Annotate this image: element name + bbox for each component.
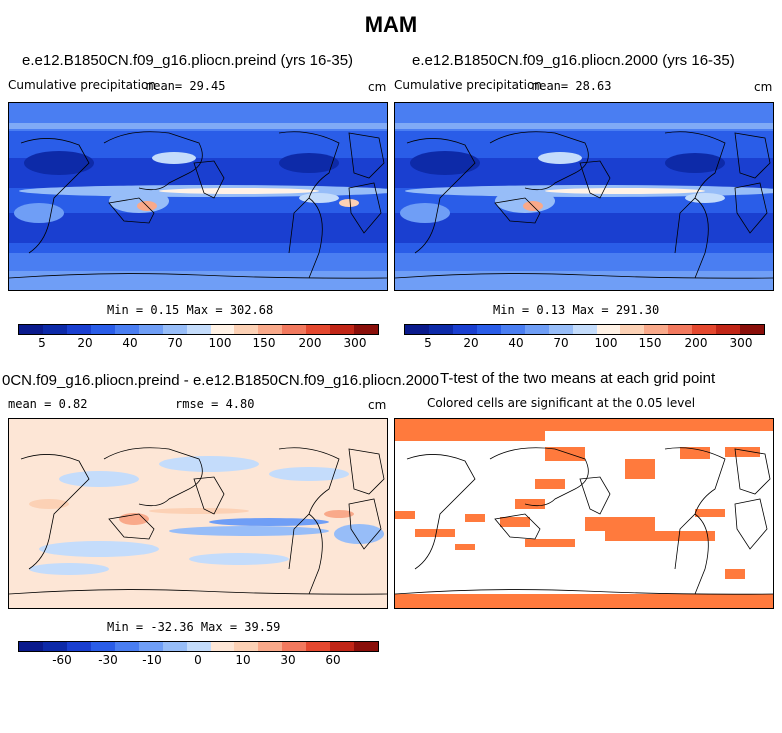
colorbar-tick-label: 100: [208, 336, 232, 350]
colorbar-swatch: [234, 642, 259, 651]
colorbar-swatch: [306, 642, 331, 651]
colorbar-tick-label: 60: [325, 653, 341, 667]
precip-map-preind: [9, 103, 387, 290]
panel3-title: 0CN.f09_g16.pliocn.preind - e.e12.B1850C…: [2, 372, 439, 389]
colorbar-swatch: [452, 325, 477, 334]
colorbar-swatch: [114, 642, 139, 651]
colorbar-swatch: [354, 642, 379, 651]
panel2-colorbar: [404, 324, 765, 335]
colorbar-swatch: [162, 642, 187, 651]
colorbar-swatch: [186, 642, 211, 651]
panel2-mean: mean= 28.63: [532, 79, 612, 93]
colorbar-swatch: [42, 642, 67, 651]
colorbar-swatch: [548, 325, 573, 334]
panel2-minmax: Min = 0.13 Max = 291.30: [493, 303, 660, 317]
colorbar-swatch: [500, 325, 525, 334]
panel1-colorbar: [18, 324, 379, 335]
colorbar-swatch: [186, 325, 211, 334]
colorbar-swatch: [572, 325, 597, 334]
colorbar-swatch: [692, 325, 717, 334]
colorbar-swatch: [405, 325, 429, 334]
colorbar-tick-label: 10: [235, 653, 251, 667]
colorbar-swatch: [210, 642, 235, 651]
colorbar-swatch: [234, 325, 259, 334]
panel2-units: cm: [754, 80, 773, 94]
colorbar-tick-label: 20: [463, 336, 479, 350]
colorbar-swatch: [476, 325, 501, 334]
colorbar-swatch: [66, 325, 91, 334]
colorbar-swatch: [162, 325, 187, 334]
figure-title: MAM: [364, 12, 418, 37]
colorbar-swatch: [644, 325, 669, 334]
panel1-mean: mean= 29.45: [146, 79, 226, 93]
colorbar-swatch: [210, 325, 235, 334]
panel1-title: e.e12.B1850CN.f09_g16.pliocn.preind (yrs…: [22, 52, 354, 69]
panel3-mean: mean = 0.82: [8, 397, 88, 411]
panel1-map: [8, 102, 388, 291]
colorbar-tick-label: -30: [98, 653, 118, 667]
colorbar-swatch: [258, 325, 283, 334]
colorbar-swatch: [740, 325, 765, 334]
colorbar-tick-label: 200: [684, 336, 708, 350]
panel1-variable: Cumulative precipitation: [8, 78, 156, 92]
significance-map: [395, 419, 773, 608]
colorbar-swatch: [114, 325, 139, 334]
colorbar-swatch: [620, 325, 645, 334]
colorbar-swatch: [138, 642, 163, 651]
colorbar-tick-label: 100: [594, 336, 618, 350]
panel3-minmax: Min = -32.36 Max = 39.59: [107, 620, 281, 634]
colorbar-tick-label: 20: [77, 336, 93, 350]
colorbar-tick-label: 40: [508, 336, 524, 350]
colorbar-tick-label: 5: [424, 336, 432, 350]
panel3-colorbar: [18, 641, 379, 652]
colorbar-tick-label: -60: [52, 653, 72, 667]
panel4-map: [394, 418, 774, 609]
colorbar-tick-label: 300: [343, 336, 367, 350]
significant-cells: [395, 419, 773, 608]
panel4-title: T-test of the two means at each grid poi…: [440, 370, 716, 387]
colorbar-tick-label: 0: [194, 653, 202, 667]
panel4-subtitle: Colored cells are significant at the 0.0…: [427, 396, 696, 410]
colorbar-swatch: [354, 325, 379, 334]
colorbar-tick-label: 40: [122, 336, 138, 350]
colorbar-swatch: [330, 325, 355, 334]
colorbar-tick-label: 200: [298, 336, 322, 350]
colorbar-swatch: [330, 642, 355, 651]
colorbar-tick-label: 70: [167, 336, 183, 350]
difference-map: [9, 419, 387, 608]
colorbar-swatch: [19, 325, 43, 334]
colorbar-swatch: [66, 642, 91, 651]
colorbar-tick-label: 5: [38, 336, 46, 350]
panel2-title: e.e12.B1850CN.f09_g16.pliocn.2000 (yrs 1…: [412, 52, 735, 69]
panel3-rmse: rmse = 4.80: [175, 397, 255, 411]
colorbar-tick-label: 150: [252, 336, 276, 350]
panel1-units: cm: [368, 80, 387, 94]
colorbar-swatch: [138, 325, 163, 334]
colorbar-tick-label: 300: [729, 336, 753, 350]
colorbar-swatch: [716, 325, 741, 334]
colorbar-swatch: [42, 325, 67, 334]
panel3-units: cm: [368, 398, 387, 412]
colorbar-swatch: [90, 325, 115, 334]
panel2-map: [394, 102, 774, 291]
colorbar-swatch: [596, 325, 621, 334]
colorbar-swatch: [428, 325, 453, 334]
panel1-minmax: Min = 0.15 Max = 302.68: [107, 303, 274, 317]
colorbar-swatch: [19, 642, 43, 651]
colorbar-swatch: [282, 642, 307, 651]
colorbar-tick-label: 70: [553, 336, 569, 350]
colorbar-tick-label: 30: [280, 653, 296, 667]
colorbar-tick-label: 150: [638, 336, 662, 350]
colorbar-swatch: [524, 325, 549, 334]
colorbar-swatch: [306, 325, 331, 334]
colorbar-swatch: [258, 642, 283, 651]
colorbar-swatch: [282, 325, 307, 334]
colorbar-swatch: [668, 325, 693, 334]
panel2-variable: Cumulative precipitation: [394, 78, 542, 92]
panel3-map: [8, 418, 388, 609]
precip-map-2000: [395, 103, 773, 290]
colorbar-tick-label: -10: [142, 653, 162, 667]
colorbar-swatch: [90, 642, 115, 651]
